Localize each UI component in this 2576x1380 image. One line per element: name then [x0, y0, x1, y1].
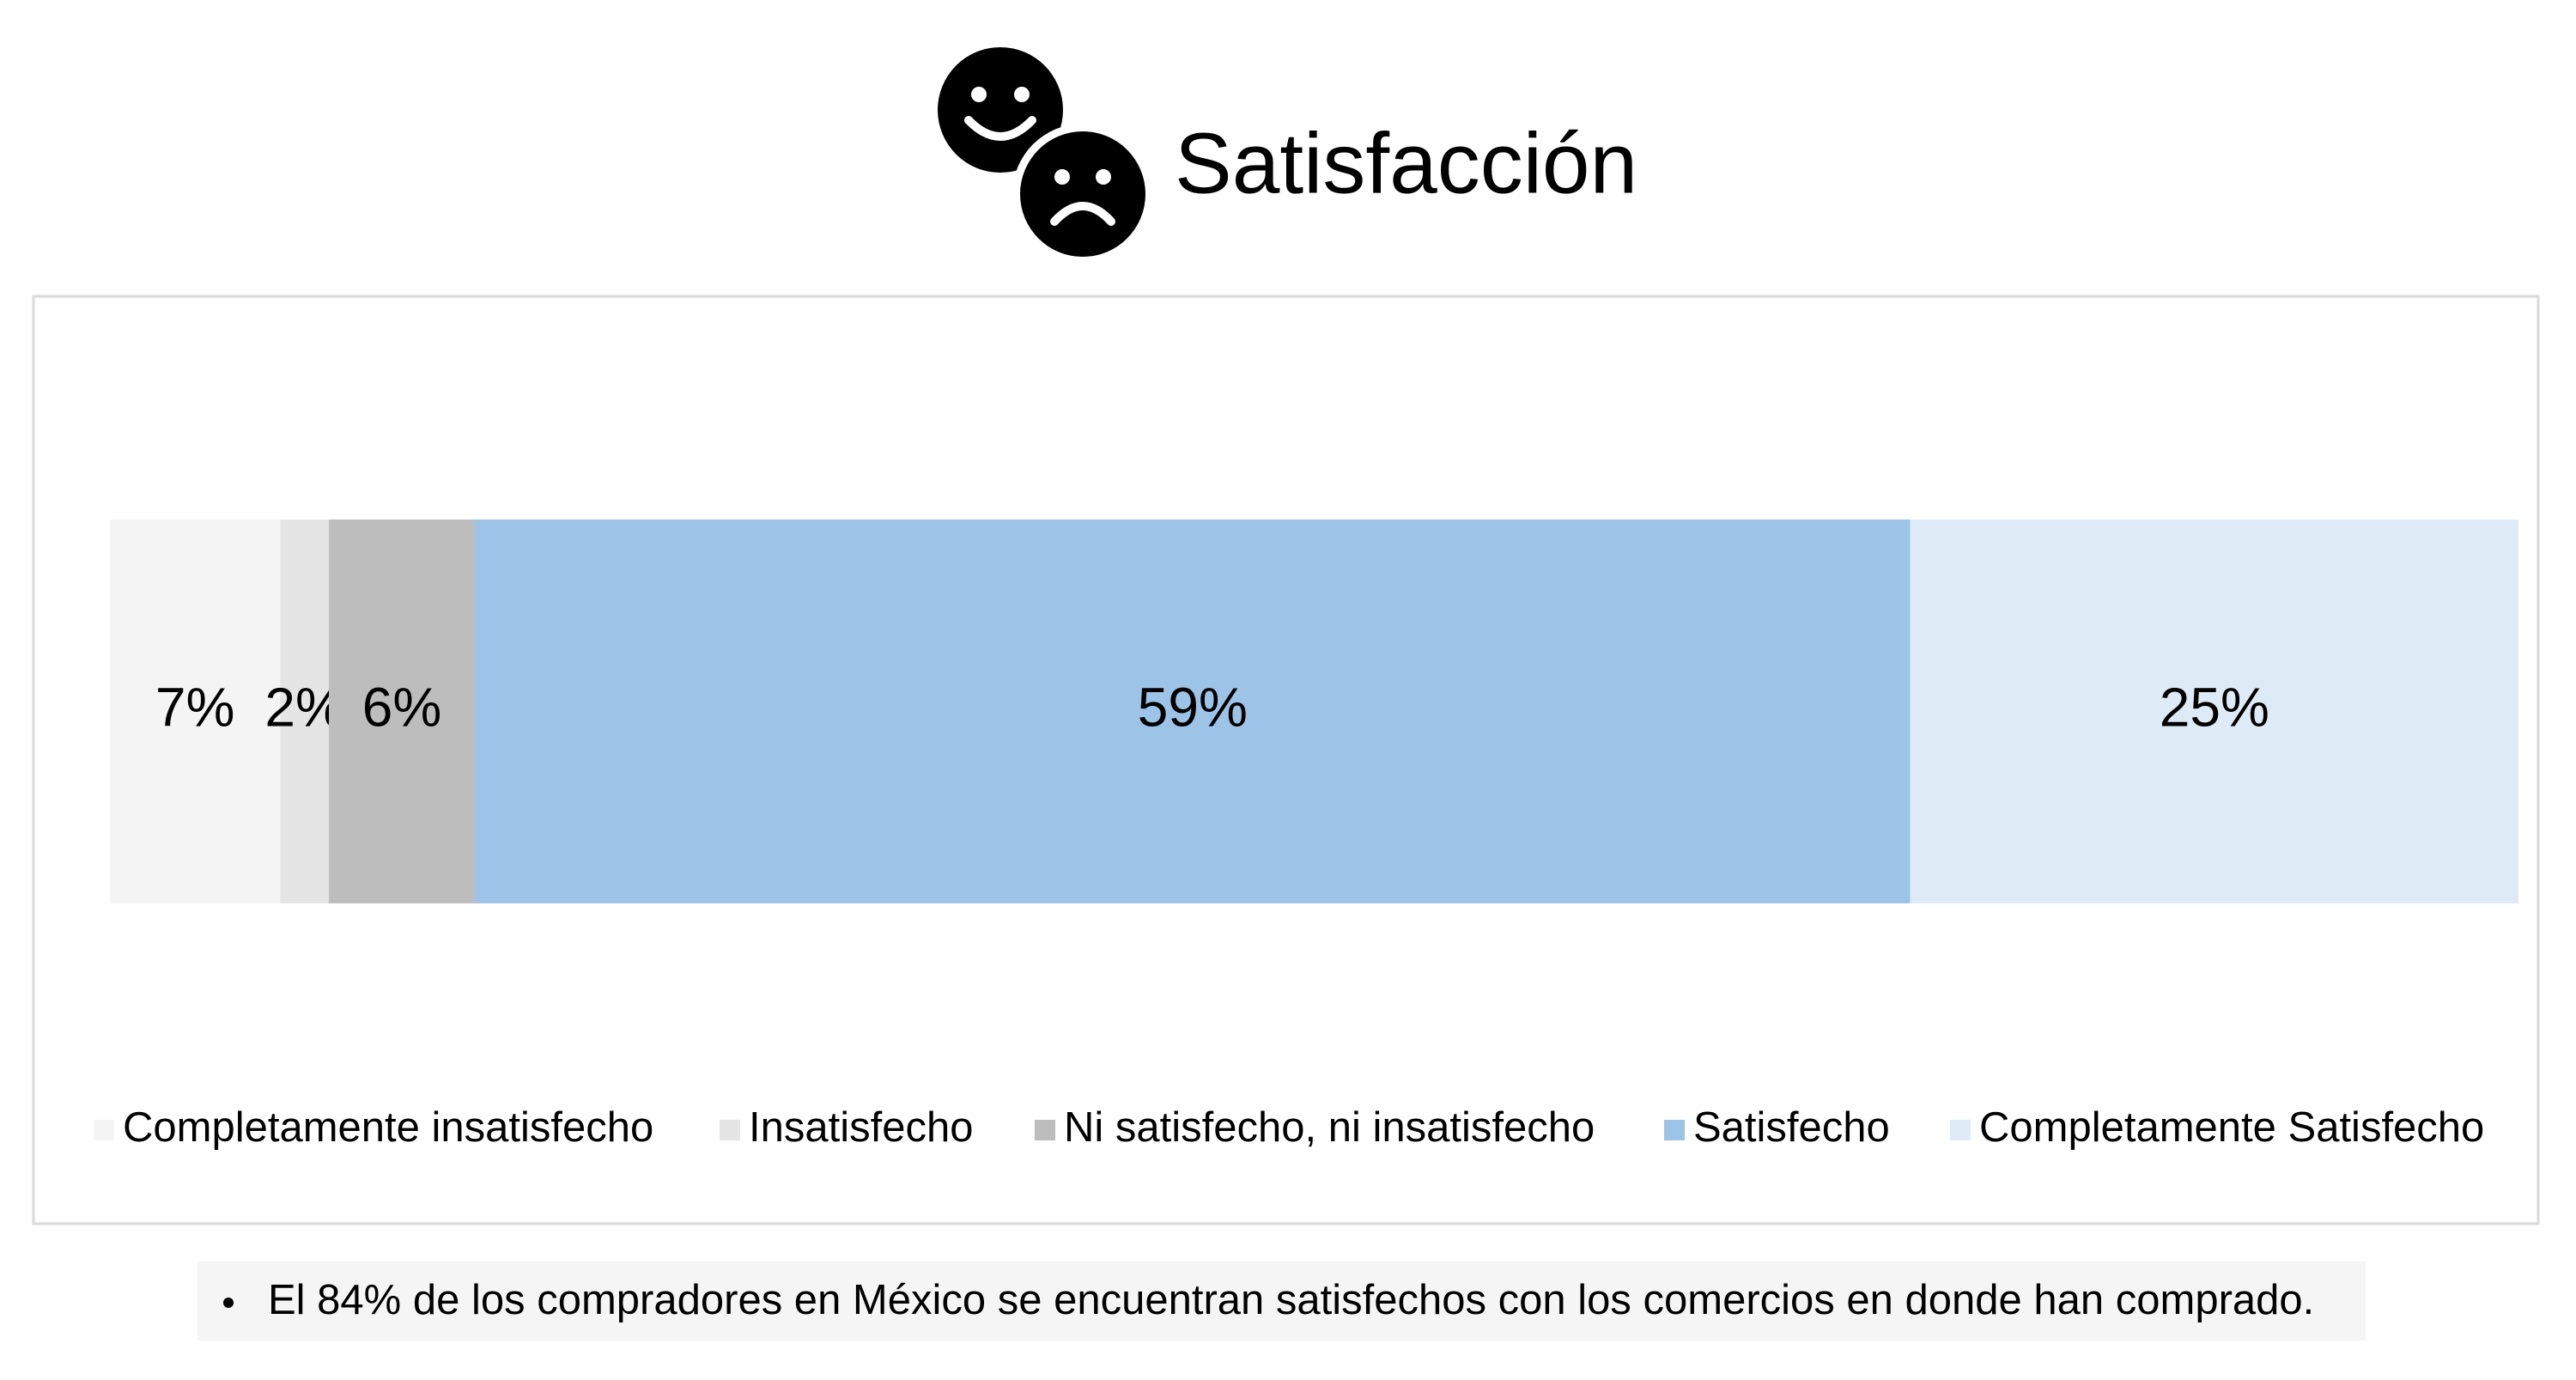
legend-swatch — [720, 1120, 740, 1140]
legend-label: Completamente Satisfecho — [1979, 1104, 2484, 1151]
data-label: 7% — [155, 676, 235, 738]
legend-label: Completamente insatisfecho — [123, 1104, 653, 1151]
bar-segment — [280, 520, 329, 903]
data-label: 25% — [2160, 676, 2269, 738]
bar-segment — [329, 520, 475, 903]
note: El 84% de los compradores en México se e… — [268, 1277, 2314, 1323]
legend-swatch — [1035, 1120, 1055, 1140]
legend-label: Satisfecho — [1693, 1104, 1890, 1151]
note-box — [197, 1261, 2366, 1340]
legend-label: Insatisfecho — [749, 1104, 974, 1151]
bar-segment — [110, 520, 281, 903]
bar-segment — [475, 520, 1911, 903]
legend-label: Ni satisfecho, ni insatisfecho — [1064, 1104, 1595, 1151]
satisfaction-icon — [938, 47, 1153, 264]
legend-swatch — [1664, 1120, 1685, 1140]
chart-title: Satisfacción — [1175, 115, 1637, 211]
legend-swatch — [94, 1120, 114, 1140]
data-label: 59% — [1138, 676, 1248, 738]
data-label: 6% — [362, 676, 442, 738]
legend-swatch — [1950, 1120, 1971, 1140]
bar-segment — [1910, 520, 2518, 903]
bullet — [223, 1298, 234, 1308]
